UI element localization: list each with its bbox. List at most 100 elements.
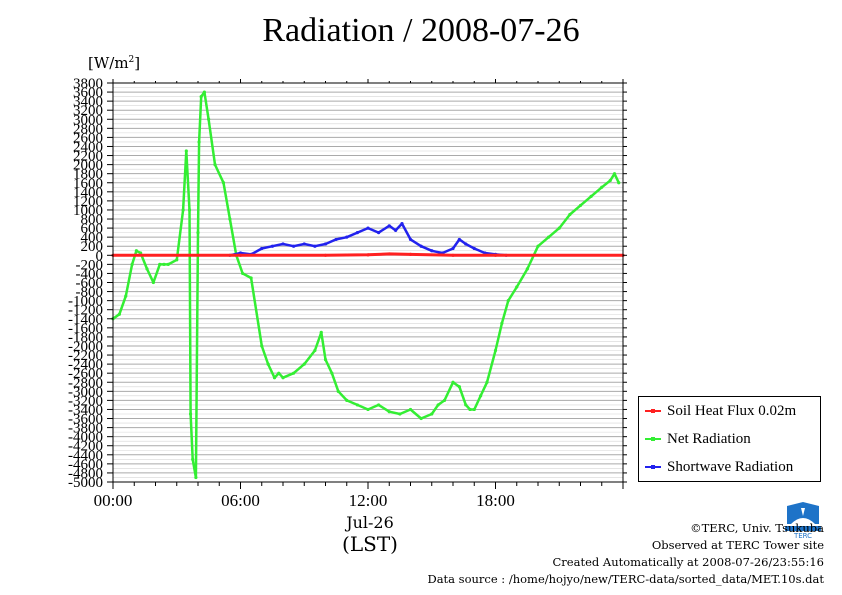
legend-label-shortwave: Shortwave Radiation xyxy=(667,458,794,475)
data-point xyxy=(207,117,211,121)
data-point xyxy=(181,208,185,212)
series-layer xyxy=(111,90,625,480)
data-point xyxy=(472,246,476,251)
data-point xyxy=(472,407,476,412)
data-point xyxy=(187,208,192,212)
y-tick-label: 1800 xyxy=(73,167,103,183)
y-tick-label: -800 xyxy=(76,285,104,301)
data-point xyxy=(260,344,264,348)
y-tick-label: -4800 xyxy=(68,466,103,482)
legend-label-net: Net Radiation xyxy=(667,430,751,447)
y-tick-label: -5000 xyxy=(68,475,103,491)
x-tick-label: 12:00 xyxy=(349,491,388,510)
data-point xyxy=(145,267,149,271)
x-tick-labels: 00:00 06:00 12:00 18:00 xyxy=(94,79,624,510)
data-point xyxy=(117,312,121,316)
data-point xyxy=(387,224,391,228)
y-tick-label: 1400 xyxy=(73,185,103,201)
data-point xyxy=(166,262,170,266)
data-point xyxy=(313,348,317,353)
y-tick-label: 3200 xyxy=(73,103,103,119)
data-point xyxy=(366,226,370,230)
chart-title: Radiation / 2008-07-26 xyxy=(262,12,580,49)
y-tick-label: -2800 xyxy=(68,375,103,391)
y-tick-label: -3400 xyxy=(68,402,103,418)
data-point xyxy=(398,412,402,416)
data-point xyxy=(612,172,617,176)
y-tick-label: -3600 xyxy=(68,412,103,428)
series-line-net-radiation xyxy=(112,90,620,479)
data-point xyxy=(158,262,162,266)
y-tick-label: -2000 xyxy=(68,339,103,355)
data-point xyxy=(430,412,434,416)
data-point xyxy=(197,140,201,144)
y-tick-label: 2600 xyxy=(73,130,103,146)
y-tick-label: 2000 xyxy=(73,158,103,174)
data-point xyxy=(130,262,134,266)
soil-swatch xyxy=(645,409,661,413)
y-tick-label: 2800 xyxy=(73,121,103,137)
data-point xyxy=(387,252,391,256)
y-axis-unit: [W/m2] xyxy=(88,54,141,72)
y-tick-label: -1200 xyxy=(68,303,103,319)
y-tick-label: -4400 xyxy=(68,448,103,464)
data-point xyxy=(330,371,334,375)
data-point xyxy=(228,217,232,221)
y-tick-label: -200 xyxy=(76,257,104,273)
data-point xyxy=(451,253,455,257)
y-tick-label: -4200 xyxy=(68,439,103,455)
y-tick-label: 1000 xyxy=(73,203,103,219)
data-point xyxy=(493,253,498,257)
data-point xyxy=(241,271,245,276)
data-point xyxy=(249,276,253,280)
data-point xyxy=(366,253,370,257)
legend-label-soil: Soil Heat Flux 0.02m xyxy=(667,402,797,419)
shortwave-swatch xyxy=(645,465,661,469)
timezone-label: (LST) xyxy=(342,532,398,556)
y-tick-label: -2600 xyxy=(68,366,103,382)
y-tick-label: 3400 xyxy=(73,94,103,110)
y-tick-labels: 3800360034003200300028002600240022002000… xyxy=(68,76,627,491)
y-tick-label: -4000 xyxy=(68,430,103,446)
footer-source: Data source : /home/hojyo/new/TERC-data/… xyxy=(427,572,824,586)
data-point xyxy=(334,237,338,242)
svg-text:TERC: TERC xyxy=(793,532,812,540)
data-point xyxy=(400,221,404,226)
y-tick-label: 1200 xyxy=(73,194,103,210)
y-tick-label: -2400 xyxy=(68,357,103,373)
data-point xyxy=(281,376,285,380)
y-tick-label: -2200 xyxy=(68,348,103,364)
data-point xyxy=(191,457,195,461)
data-point xyxy=(578,203,583,208)
data-point xyxy=(568,212,572,217)
data-point xyxy=(547,235,551,239)
data-point xyxy=(442,398,447,402)
data-point xyxy=(277,371,281,375)
data-point xyxy=(151,280,155,285)
x-tick-label: 18:00 xyxy=(476,491,515,510)
y-tick-label: -1400 xyxy=(68,312,103,328)
data-point xyxy=(199,95,203,99)
data-point xyxy=(319,330,323,334)
data-point xyxy=(387,410,391,414)
data-point xyxy=(175,258,179,262)
data-point xyxy=(500,321,504,325)
data-point xyxy=(457,385,461,389)
y-tick-label: -1800 xyxy=(68,330,103,346)
data-point xyxy=(493,348,498,353)
data-point xyxy=(451,246,455,251)
data-point xyxy=(408,237,413,242)
data-point xyxy=(419,416,423,421)
data-point xyxy=(302,242,306,246)
date-label: Jul-26 xyxy=(346,513,394,532)
data-point xyxy=(464,403,468,407)
data-point xyxy=(281,242,285,246)
data-point xyxy=(394,228,398,232)
data-point xyxy=(366,407,370,412)
data-point xyxy=(323,357,328,362)
data-point xyxy=(430,249,434,253)
data-point xyxy=(238,253,243,257)
data-point xyxy=(377,231,381,235)
data-point xyxy=(479,394,483,398)
